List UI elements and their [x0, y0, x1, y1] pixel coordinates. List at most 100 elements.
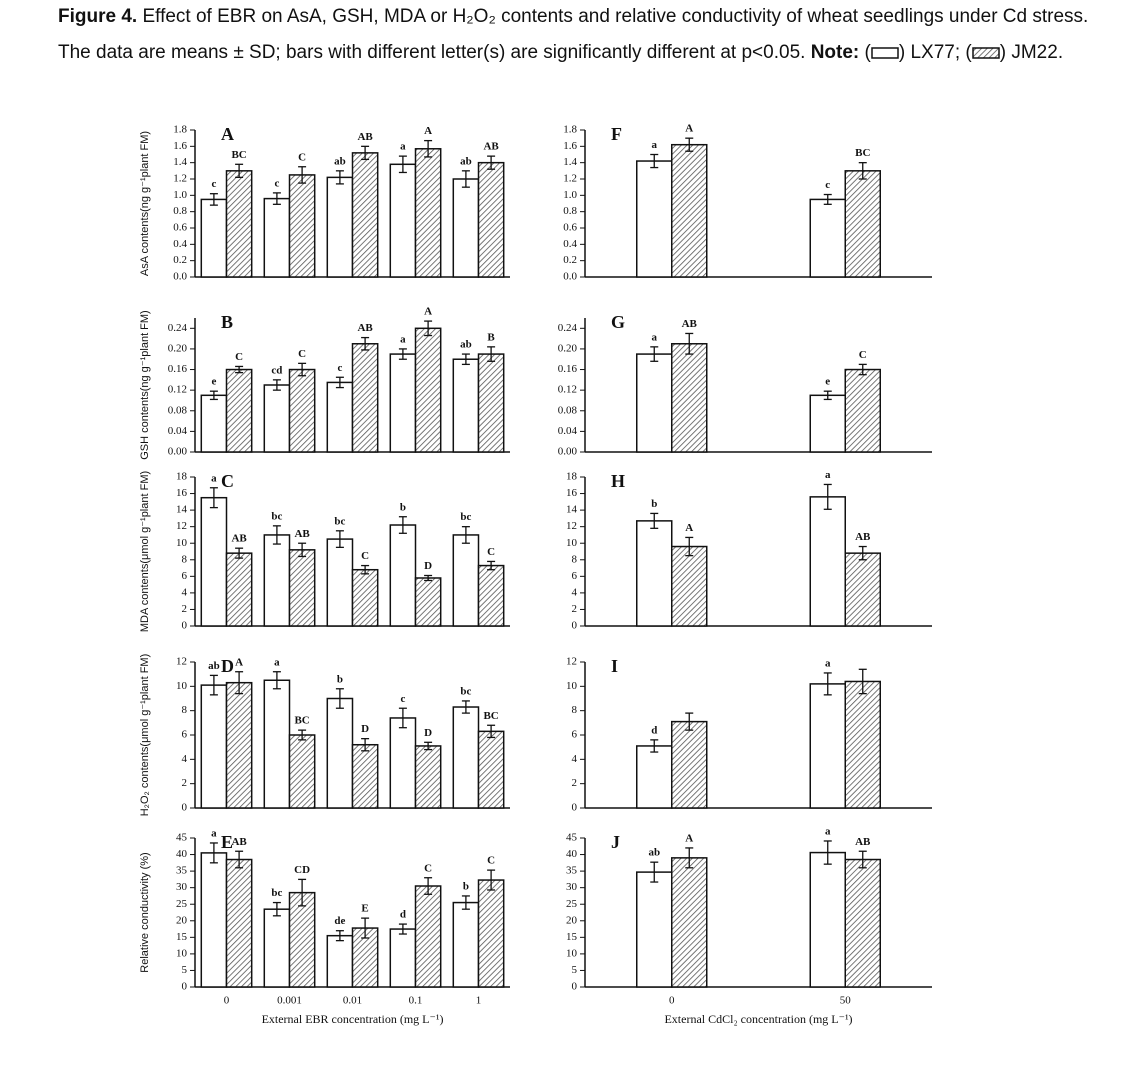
bar: [288, 549, 316, 627]
y-tick-label: 35: [176, 865, 188, 877]
bar: [844, 368, 881, 453]
y-tick-label: 25: [566, 898, 578, 910]
y-tick-label: 12: [176, 520, 187, 532]
bar: [414, 745, 442, 809]
x-tick-label: 0: [669, 995, 675, 1007]
bar: [477, 161, 505, 278]
significance-letter: ab: [460, 155, 472, 167]
bar: [636, 160, 673, 278]
significance-letter: E: [361, 903, 368, 915]
y-tick-label: 6: [572, 570, 578, 582]
significance-letter: D: [424, 727, 432, 739]
y-tick-label: 14: [566, 504, 578, 516]
x-axis-label: External CdCl₂ concentration (mg L⁻¹): [664, 1012, 852, 1026]
significance-letter: de: [334, 915, 345, 927]
y-axis-label: H₂O₂ contents(μmol g⁻¹plant FM): [139, 654, 151, 817]
significance-letter: A: [235, 656, 243, 668]
significance-letter: a: [652, 331, 658, 343]
significance-letter: A: [685, 832, 693, 844]
y-tick-label: 10: [176, 680, 188, 692]
y-tick-label: 0.8: [173, 205, 187, 217]
significance-letter: a: [211, 827, 217, 839]
y-tick-label: 30: [566, 881, 578, 893]
y-axis-label: AsA contents(ng g⁻¹plant FM): [139, 131, 151, 276]
bar: [809, 683, 846, 809]
y-tick-label: 0.0: [173, 271, 187, 283]
y-tick-label: 0.04: [558, 425, 578, 437]
y-tick-label: 0: [572, 981, 578, 993]
significance-letter: a: [400, 141, 406, 153]
bar: [636, 871, 673, 988]
y-tick-label: 0.8: [563, 205, 577, 217]
significance-letter: c: [400, 693, 405, 705]
y-tick-label: 16: [566, 487, 578, 499]
significance-letter: d: [400, 909, 406, 921]
bar: [636, 745, 673, 809]
significance-letter: c: [337, 362, 342, 374]
significance-letter: a: [211, 472, 217, 484]
y-tick-label: 20: [566, 914, 578, 926]
bar: [389, 928, 417, 988]
legend-swatch: [972, 47, 1000, 59]
significance-letter: C: [298, 348, 306, 360]
significance-letter: C: [361, 550, 369, 562]
y-tick-label: 12: [566, 656, 577, 668]
bar: [671, 857, 708, 988]
y-tick-label: 18: [176, 471, 188, 483]
y-tick-label: 6: [182, 729, 188, 741]
y-tick-label: 2: [572, 603, 578, 615]
y-tick-label: 0.20: [558, 342, 578, 354]
bar: [452, 901, 480, 988]
y-tick-label: 0.2: [173, 254, 187, 266]
y-tick-label: 0.2: [563, 254, 577, 266]
x-tick-label: 50: [840, 995, 852, 1007]
y-tick-label: 8: [182, 553, 188, 565]
panel-label: D: [221, 656, 234, 676]
y-tick-label: 0.12: [558, 384, 577, 396]
panel-label: E: [221, 832, 233, 852]
bar: [263, 679, 291, 809]
bar: [351, 343, 379, 453]
significance-letter: b: [337, 673, 343, 685]
bar: [452, 358, 480, 453]
y-tick-label: 12: [176, 656, 187, 668]
bar: [414, 577, 442, 627]
y-tick-label: 25: [176, 898, 188, 910]
y-tick-label: 5: [572, 964, 578, 976]
bar: [671, 720, 708, 809]
significance-letter: e: [825, 376, 830, 388]
y-tick-label: 1.6: [563, 140, 577, 152]
panel-label: B: [221, 312, 233, 332]
y-tick-label: 0: [182, 620, 188, 632]
bar: [389, 353, 417, 453]
significance-letter: bc: [271, 887, 282, 899]
y-tick-label: 12: [566, 520, 577, 532]
y-tick-label: 10: [566, 537, 578, 549]
bar: [225, 170, 253, 278]
y-tick-label: 0.24: [558, 322, 578, 334]
bar: [351, 152, 379, 278]
note-label: Note:: [810, 42, 860, 63]
bar: [452, 534, 480, 627]
bar: [225, 552, 253, 627]
bar: [200, 394, 228, 453]
bar: [326, 697, 354, 809]
bar: [263, 384, 291, 453]
y-tick-label: 1.0: [563, 189, 577, 201]
bar: [414, 885, 442, 988]
y-tick-label: 0.4: [563, 238, 577, 250]
y-tick-label: 0.24: [168, 322, 188, 334]
y-tick-label: 1.2: [563, 173, 577, 185]
y-axis-label: GSH contents(ng g⁻¹plant FM): [139, 310, 151, 459]
y-tick-label: 0.00: [558, 446, 578, 458]
y-tick-label: 18: [566, 471, 578, 483]
bar: [477, 879, 505, 988]
legend-swatch: [871, 47, 899, 59]
significance-letter: A: [424, 306, 432, 318]
bar: [351, 743, 379, 809]
legend-swatch-box: [871, 47, 899, 59]
bar: [225, 858, 253, 988]
bar: [477, 353, 505, 453]
significance-letter: ab: [460, 339, 472, 351]
